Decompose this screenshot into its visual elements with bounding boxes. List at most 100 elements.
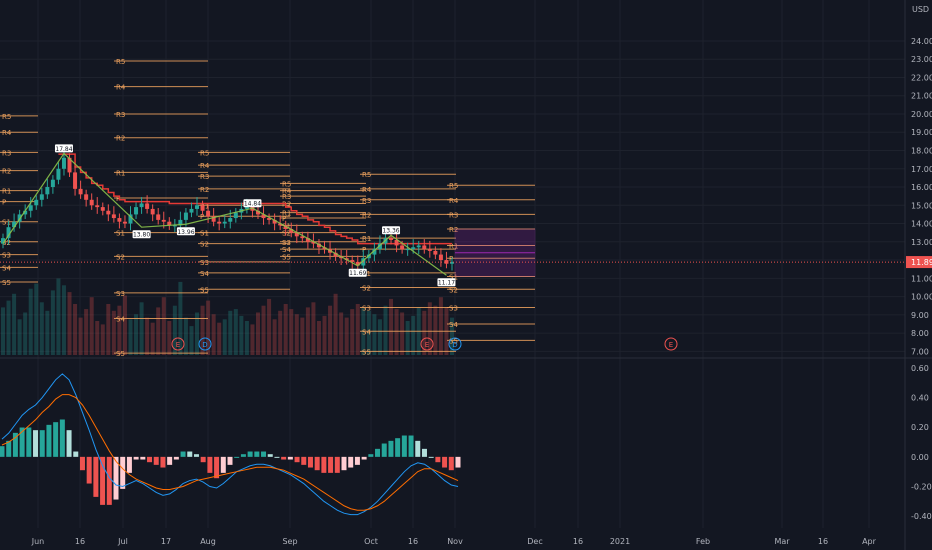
pivot-level-label: R3: [449, 211, 458, 219]
x-tick-label: Jul: [117, 537, 128, 546]
volume-bar: [366, 310, 371, 355]
candle-body: [278, 223, 283, 226]
volume-bar: [283, 304, 288, 355]
pivot-level-label: R2: [116, 135, 125, 143]
pivot-level-label: R1: [2, 188, 11, 196]
macd-histogram-bar: [200, 456, 206, 463]
macd-histogram-bar: [79, 456, 85, 471]
pivot-level-label: R3: [2, 149, 11, 157]
macd-histogram-bar: [375, 448, 381, 457]
y-tick-label: 16.00: [911, 183, 932, 192]
candle-body: [178, 219, 183, 226]
volume-bar: [433, 305, 438, 355]
earnings-marker-label: E: [669, 341, 673, 349]
volume-bar: [167, 321, 172, 355]
volume-bar: [100, 324, 105, 355]
candle-body: [289, 229, 294, 233]
volume-bar: [450, 317, 454, 355]
pivot-level-label: S4: [282, 246, 291, 254]
volume-bar: [61, 285, 66, 355]
dividend-marker: [198, 337, 212, 351]
macd-tick-label: 0.40: [911, 394, 929, 403]
x-tick-label: 16: [573, 537, 583, 546]
candle-body: [294, 232, 299, 237]
volume-bar: [34, 283, 39, 355]
x-tick-label: 2021: [610, 537, 630, 546]
pivot-level-label: S5: [116, 350, 125, 358]
candle-body: [394, 239, 399, 246]
pivot-level-label: R5: [200, 149, 209, 157]
x-tick-label: Dec: [527, 537, 542, 546]
macd-histogram-bar: [261, 451, 267, 457]
last-price-label: 11.89: [911, 258, 932, 267]
volume-bar: [344, 317, 349, 355]
macd-tick-label: 0.20: [911, 423, 929, 432]
macd-histogram-bar: [227, 456, 233, 465]
pivot-level-label: R1: [282, 210, 291, 218]
candle-body: [422, 245, 427, 250]
x-tick-label: Mar: [774, 537, 790, 546]
volume-bar: [78, 317, 83, 355]
zigzag-line: 17.84 13.80 13.96 14.84 11.69 13.36 11.17: [2, 144, 456, 287]
volume-bar: [233, 309, 238, 355]
candle-body: [305, 238, 310, 242]
macd-histogram-bar: [281, 456, 287, 460]
pivot-level-label: R4: [116, 84, 126, 92]
candle-body: [73, 172, 78, 189]
candle-body: [61, 157, 66, 169]
pivot-level-label: R3: [200, 173, 209, 181]
candle-body: [300, 236, 305, 239]
x-tick-label: Jun: [31, 537, 45, 546]
volume-bar: [267, 298, 272, 355]
candle-body: [438, 254, 443, 261]
candle-body: [167, 221, 172, 226]
macd-histogram-bar: [354, 456, 360, 465]
volume-bar: [400, 312, 405, 355]
macd-histogram-bar: [328, 456, 334, 473]
axes: 24.00 23.00 22.00 21.00 20.00 19.00 18.00 17.00…: [0, 37, 932, 546]
volume-bar: [350, 309, 355, 355]
macd-histogram-bar: [307, 456, 313, 468]
macd-histogram-bar: [33, 430, 39, 457]
macd-histogram-bar: [153, 456, 159, 465]
candle-body: [84, 194, 89, 200]
volume-bar: [139, 302, 144, 355]
macd-histogram-bar: [240, 454, 246, 457]
x-tick-label: 17: [161, 537, 171, 546]
volume-bar: [183, 317, 188, 355]
zigzag-label-box: [54, 144, 73, 153]
macd-histogram-bar: [180, 451, 186, 457]
y-tick-label: 8.00: [911, 329, 929, 338]
candle-body: [283, 225, 288, 230]
zigzag-label: 13.96: [177, 229, 194, 236]
macd-histogram-bar: [160, 456, 166, 468]
currency-label: USD: [912, 5, 929, 14]
candle-body: [217, 221, 222, 224]
pivot-level-label: R2: [362, 211, 371, 219]
pivot-level-label: S1: [2, 219, 11, 227]
macd-histogram-bar: [334, 456, 340, 473]
y-tick-label: 19.00: [911, 128, 932, 137]
macd-histogram-bar: [442, 456, 448, 468]
macd-histogram-bar: [19, 427, 25, 457]
candle-body: [416, 245, 421, 248]
pivot-level-label: S2: [200, 241, 209, 249]
volume-bar: [189, 326, 194, 355]
volume-bar: [211, 314, 216, 355]
earnings-marker: [664, 337, 678, 351]
y-tick-label: 10.00: [911, 293, 932, 302]
macd-histogram-bar: [388, 440, 394, 457]
y-tick-label: 21.00: [911, 92, 932, 101]
dividend-marker-label: D: [202, 341, 207, 349]
volume-bar: [50, 290, 55, 355]
pivot-level-label: R1: [449, 242, 458, 250]
macd-histogram-bar: [421, 448, 427, 457]
zigzag-label: 11.17: [438, 280, 455, 287]
candle-body: [183, 212, 188, 220]
pivot-level-label: R1: [200, 202, 209, 210]
candle-body: [150, 208, 155, 215]
macd-histogram-bar: [133, 456, 139, 460]
macd-histogram-bar: [408, 435, 414, 457]
volume-bar: [355, 304, 360, 355]
